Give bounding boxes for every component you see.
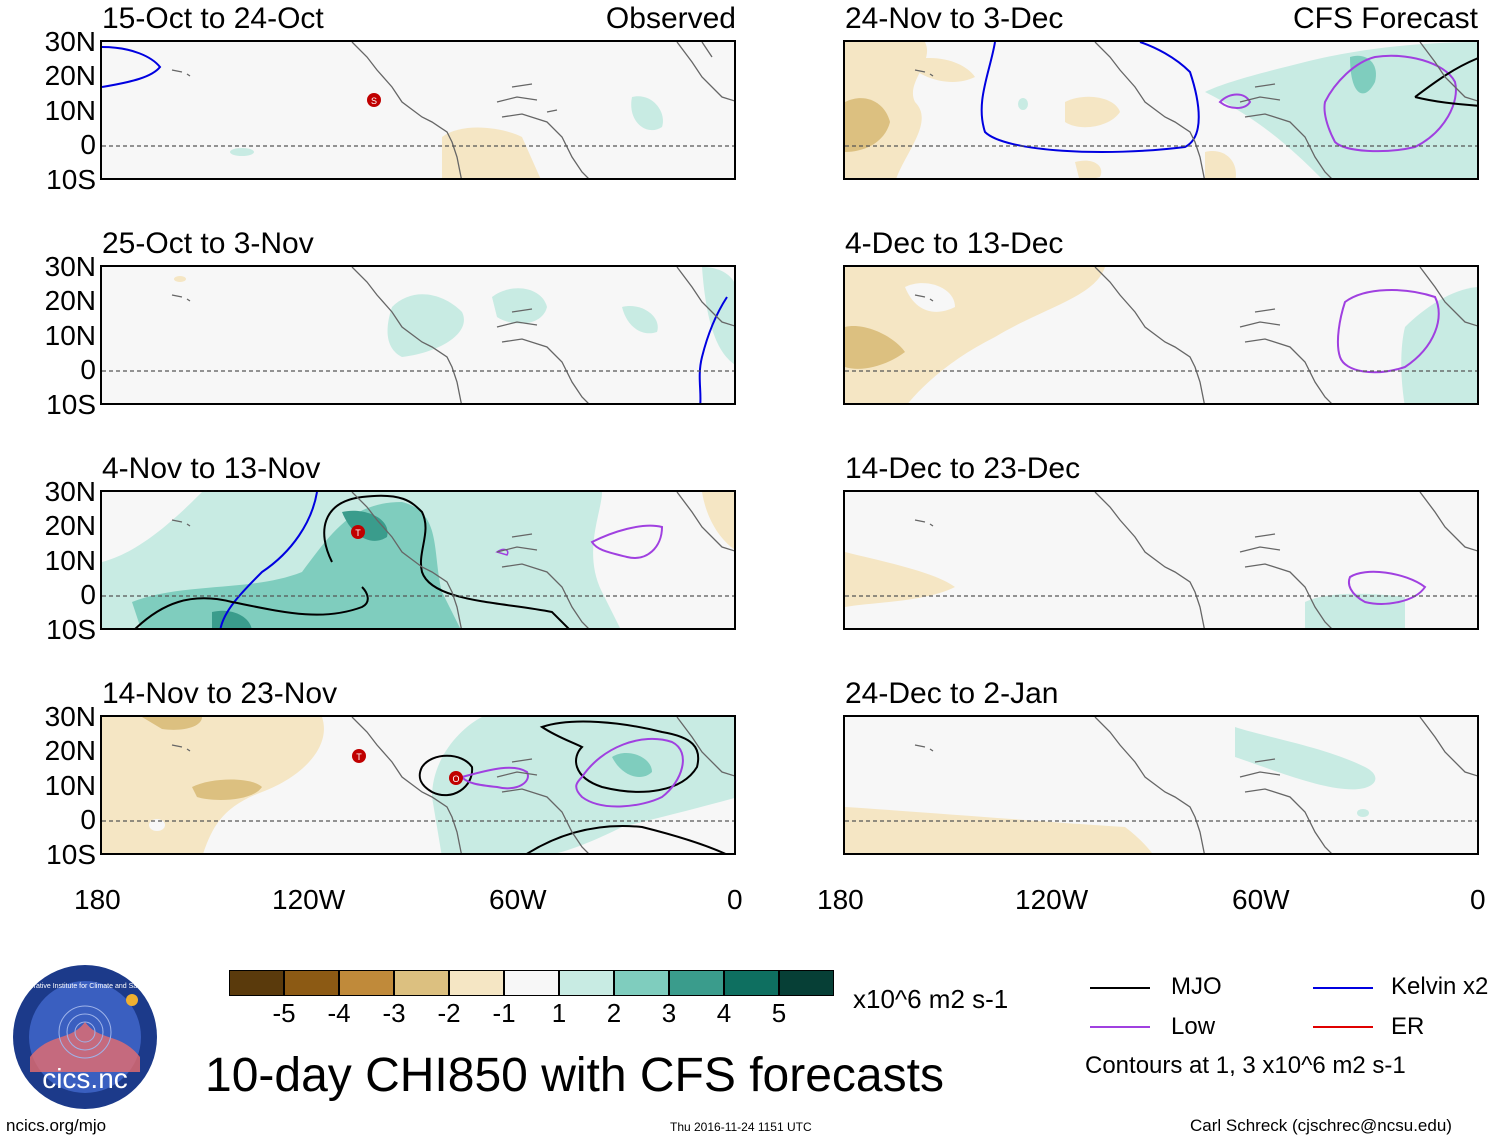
legend: MJO Kelvin x2 Low ER <box>1085 975 1505 1075</box>
colorbar-labels: -5 -4 -3 -2 -1 1 2 3 4 5 <box>229 1000 834 1028</box>
map-panel-3 <box>100 490 736 630</box>
legend-kelvin-label: Kelvin x2 <box>1391 973 1489 1000</box>
lat-20n: 20N <box>44 60 96 91</box>
lat-10s: 10S <box>46 164 96 195</box>
storm-marker: O <box>447 768 465 793</box>
colorbar-units: x10^6 m2 s-1 <box>853 984 1009 1014</box>
legend-er-line <box>1313 1026 1373 1028</box>
storm-marker: S <box>365 90 383 115</box>
lat-10s: 10S <box>46 839 96 870</box>
panel-7-title: 14-Dec to 23-Dec <box>845 452 1081 485</box>
map-panel-6 <box>843 265 1479 405</box>
lon-120w-right: 120W <box>1015 884 1089 915</box>
panel-1-title: 15-Oct to 24-Oct <box>102 2 324 35</box>
panel-3-title: 4-Nov to 13-Nov <box>102 452 321 485</box>
lon-60w-left: 60W <box>489 884 547 915</box>
lat-30n: 30N <box>44 701 96 732</box>
logo-ring-text: Cooperative Institute for Climate and Sa… <box>13 983 157 990</box>
lat-0: 0 <box>80 354 96 385</box>
colorbar-swatch <box>504 970 559 996</box>
legend-mjo-label: MJO <box>1171 973 1222 1000</box>
storm-marker: T <box>349 522 367 547</box>
legend-low-label: Low <box>1171 1013 1216 1040</box>
colorbar-swatch <box>394 970 449 996</box>
lon-180-right: 180 <box>817 884 864 915</box>
map-panel-7 <box>843 490 1479 630</box>
lat-20n: 20N <box>44 510 96 541</box>
lat-30n: 30N <box>44 476 96 507</box>
panel-5-title: 24-Nov to 3-Dec <box>845 2 1064 35</box>
lat-10n: 10N <box>44 770 96 801</box>
footer-credit: Carl Schreck (cjschrec@ncsu.edu) <box>1190 1116 1452 1135</box>
lat-10n: 10N <box>44 95 96 126</box>
storm-marker: T <box>350 746 368 771</box>
panel-1-label: Observed <box>605 2 736 35</box>
lat-30n: 30N <box>44 251 96 282</box>
lat-10s: 10S <box>46 389 96 420</box>
map-panel-1 <box>100 40 736 180</box>
storm-marker-letter: O <box>452 774 459 784</box>
colorbar-swatch <box>614 970 669 996</box>
panel-2-title: 25-Oct to 3-Nov <box>102 227 314 260</box>
colorbar-tick-label: -2 <box>437 998 461 1028</box>
colorbar <box>229 970 834 996</box>
colorbar-tick-label: 3 <box>661 998 677 1028</box>
colorbar-swatch <box>724 970 779 996</box>
main-title: 10-day CHI850 with CFS forecasts <box>205 1049 944 1102</box>
legend-kelvin-line <box>1313 987 1373 989</box>
lon-60w-right: 60W <box>1232 884 1290 915</box>
lat-0: 0 <box>80 804 96 835</box>
legend-low-line <box>1090 1026 1150 1028</box>
cics-logo: Cooperative Institute for Climate and Sa… <box>10 962 160 1112</box>
lat-10s: 10S <box>46 614 96 645</box>
colorbar-tick-label: -5 <box>272 998 296 1028</box>
colorbar-swatch <box>229 970 284 996</box>
lon-120w-left: 120W <box>272 884 346 915</box>
panel-8-title: 24-Dec to 2-Jan <box>845 677 1059 710</box>
logo-text: cics.nc <box>42 1063 128 1094</box>
storm-marker-letter: T <box>356 752 362 762</box>
colorbar-swatch <box>779 970 834 996</box>
panel-5-label: CFS Forecast <box>1292 2 1478 35</box>
colorbar-swatch <box>669 970 724 996</box>
storm-marker-letter: S <box>371 96 377 106</box>
colorbar-swatch <box>449 970 504 996</box>
legend-er-label: ER <box>1391 1013 1425 1040</box>
lon-0-left: 0 <box>727 884 743 915</box>
colorbar-tick-label: 2 <box>606 998 622 1028</box>
map-panel-4 <box>100 715 736 855</box>
lat-0: 0 <box>80 579 96 610</box>
lat-0: 0 <box>80 129 96 160</box>
lat-30n: 30N <box>44 26 96 57</box>
colorbar-swatch <box>559 970 614 996</box>
panel-4-title: 14-Nov to 23-Nov <box>102 677 338 710</box>
lon-180-left: 180 <box>74 884 121 915</box>
map-panel-2 <box>100 265 736 405</box>
colorbar-swatch <box>284 970 339 996</box>
lat-20n: 20N <box>44 735 96 766</box>
colorbar-tick-label: 4 <box>716 998 732 1028</box>
colorbar-tick-label: -3 <box>382 998 406 1028</box>
colorbar-tick-label: -4 <box>327 998 351 1028</box>
colorbar-tick-label: 5 <box>771 998 787 1028</box>
legend-mjo-line <box>1090 987 1150 989</box>
map-panel-5 <box>843 40 1479 180</box>
storm-marker-letter: T <box>355 528 361 538</box>
colorbar-tick-label: 1 <box>551 998 567 1028</box>
colorbar-tick-label: -1 <box>492 998 516 1028</box>
lat-20n: 20N <box>44 285 96 316</box>
footer-url[interactable]: ncics.org/mjo <box>6 1116 107 1135</box>
footer-timestamp: Thu 2016-11-24 1151 UTC <box>670 1120 812 1134</box>
lon-0-right: 0 <box>1470 884 1486 915</box>
panel-6-title: 4-Dec to 13-Dec <box>845 227 1064 260</box>
map-panel-8 <box>843 715 1479 855</box>
lat-10n: 10N <box>44 545 96 576</box>
colorbar-swatch <box>339 970 394 996</box>
lat-10n: 10N <box>44 320 96 351</box>
legend-note: Contours at 1, 3 x10^6 m2 s-1 <box>1085 1052 1406 1079</box>
